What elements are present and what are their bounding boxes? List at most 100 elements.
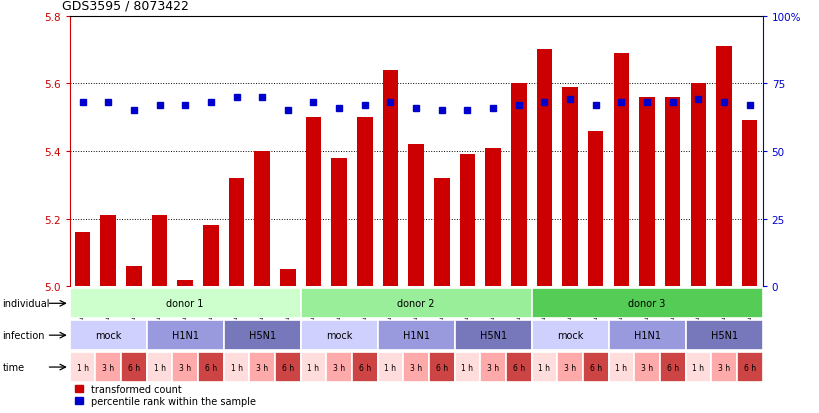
Text: 6 h: 6 h — [359, 363, 370, 372]
Bar — [95, 352, 121, 382]
Text: 6 h: 6 h — [205, 363, 217, 372]
Bar — [459, 155, 474, 287]
Text: 6 h: 6 h — [128, 363, 140, 372]
Bar — [378, 352, 403, 382]
Bar — [685, 320, 762, 350]
Text: 6 h: 6 h — [435, 363, 447, 372]
Bar — [197, 352, 224, 382]
Text: time: time — [2, 362, 25, 372]
Bar — [70, 352, 95, 382]
Text: infection: infection — [2, 330, 45, 340]
Bar — [274, 352, 301, 382]
Bar — [301, 289, 531, 318]
Bar — [382, 71, 398, 287]
Bar — [480, 352, 505, 382]
Bar — [408, 145, 423, 287]
Bar — [403, 352, 428, 382]
Text: 3 h: 3 h — [410, 363, 422, 372]
Text: 6 h: 6 h — [512, 363, 524, 372]
Bar — [101, 216, 115, 287]
Text: H1N1: H1N1 — [171, 330, 198, 340]
Bar — [152, 216, 167, 287]
Bar — [510, 84, 526, 287]
Bar — [608, 352, 634, 382]
Bar — [177, 280, 192, 287]
Text: H5N1: H5N1 — [479, 330, 506, 340]
Text: 1 h: 1 h — [153, 363, 165, 372]
Text: 1 h: 1 h — [384, 363, 396, 372]
Bar — [557, 352, 582, 382]
Bar — [121, 352, 147, 382]
Bar — [70, 320, 147, 350]
Bar — [531, 320, 608, 350]
Bar — [357, 118, 372, 287]
Text: H5N1: H5N1 — [248, 330, 275, 340]
Text: 1 h: 1 h — [76, 363, 88, 372]
Text: GDS3595 / 8073422: GDS3595 / 8073422 — [61, 0, 188, 12]
Bar — [351, 352, 378, 382]
Bar — [664, 97, 680, 287]
Text: 1 h: 1 h — [461, 363, 473, 372]
Bar — [587, 131, 603, 287]
Bar — [716, 47, 731, 287]
Text: 6 h: 6 h — [589, 363, 601, 372]
Bar — [608, 320, 685, 350]
Bar — [433, 178, 449, 287]
Bar — [224, 320, 301, 350]
Text: 3 h: 3 h — [563, 363, 576, 372]
Bar — [280, 270, 295, 287]
Bar — [582, 352, 608, 382]
Text: mock: mock — [95, 330, 121, 340]
Bar — [428, 352, 454, 382]
Bar — [70, 289, 301, 318]
Bar — [331, 158, 346, 287]
Bar — [485, 148, 500, 287]
Text: mock: mock — [556, 330, 582, 340]
Text: 3 h: 3 h — [256, 363, 268, 372]
Text: 3 h: 3 h — [717, 363, 729, 372]
Bar — [147, 320, 224, 350]
Text: 6 h: 6 h — [282, 363, 293, 372]
Bar — [203, 226, 219, 287]
Text: 3 h: 3 h — [333, 363, 345, 372]
Text: 3 h: 3 h — [486, 363, 499, 372]
Bar — [254, 152, 269, 287]
Bar — [301, 352, 326, 382]
Text: donor 1: donor 1 — [166, 299, 204, 309]
Text: 1 h: 1 h — [538, 363, 550, 372]
Text: 6 h: 6 h — [743, 363, 755, 372]
Text: donor 2: donor 2 — [397, 299, 434, 309]
Text: 1 h: 1 h — [615, 363, 627, 372]
Bar — [685, 352, 710, 382]
Text: 1 h: 1 h — [307, 363, 319, 372]
Bar — [305, 118, 321, 287]
Bar — [249, 352, 274, 382]
Bar — [710, 352, 736, 382]
Bar — [172, 352, 197, 382]
Text: 6 h: 6 h — [666, 363, 678, 372]
Text: 1 h: 1 h — [691, 363, 704, 372]
Bar — [536, 50, 551, 287]
Text: 3 h: 3 h — [102, 363, 114, 372]
Bar — [505, 352, 531, 382]
Bar — [147, 352, 172, 382]
Text: H5N1: H5N1 — [710, 330, 737, 340]
Text: mock: mock — [326, 330, 352, 340]
Bar — [531, 289, 762, 318]
Bar — [75, 233, 90, 287]
Bar — [229, 178, 244, 287]
Bar — [224, 352, 249, 382]
Bar — [741, 121, 757, 287]
Bar — [531, 352, 557, 382]
Bar — [454, 352, 480, 382]
Text: donor 3: donor 3 — [627, 299, 665, 309]
Bar — [736, 352, 762, 382]
Bar — [659, 352, 685, 382]
Text: 3 h: 3 h — [179, 363, 191, 372]
Bar — [126, 266, 142, 287]
Bar — [613, 54, 628, 287]
Text: H1N1: H1N1 — [402, 330, 429, 340]
Text: individual: individual — [2, 299, 50, 309]
Text: 3 h: 3 h — [640, 363, 653, 372]
Legend: transformed count, percentile rank within the sample: transformed count, percentile rank withi… — [75, 384, 256, 406]
